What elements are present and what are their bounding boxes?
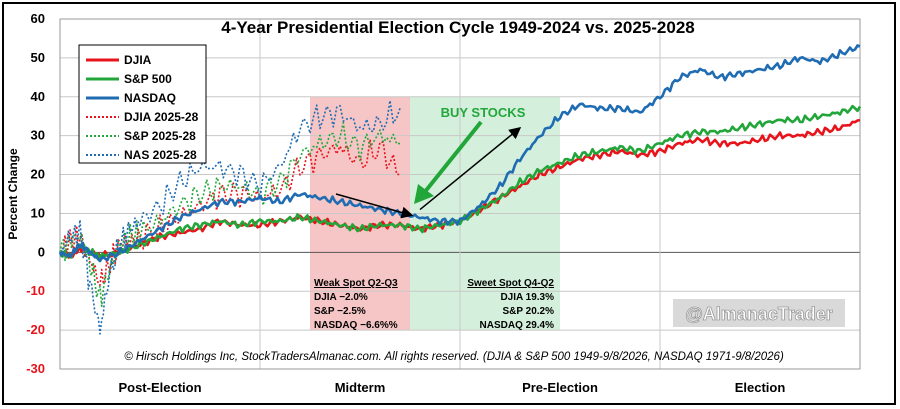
y-tick-label: 40 — [31, 89, 45, 104]
sweet-spot-q4-q2-stat: S&P 20.2% — [502, 306, 554, 317]
weak-spot-q2-q3-stat: NASDAQ −6.6%% — [314, 320, 398, 331]
legend-item-label: S&P 2025-28 — [124, 129, 196, 143]
svg-text:@AlmanacTrader: @AlmanacTrader — [685, 304, 833, 324]
y-tick-label: 0 — [38, 244, 45, 259]
chart-title: 4-Year Presidential Election Cycle 1949-… — [221, 18, 694, 37]
legend-item-label: NAS 2025-28 — [124, 148, 197, 162]
x-category-label: Election — [735, 380, 786, 395]
sweet-spot-q4-q2-stat: NASDAQ 29.4% — [480, 320, 555, 331]
legend-item-label: DJIA — [124, 53, 152, 67]
y-tick-label: 20 — [31, 167, 45, 182]
y-tick-label: 50 — [31, 50, 45, 65]
y-tick-label: 60 — [31, 11, 45, 26]
weak-spot-q2-q3-stat: S&P −2.5% — [314, 306, 366, 317]
sweet-spot-q4-q2-label: Sweet Spot Q4-Q2 — [467, 278, 554, 289]
legend: DJIA S&P 500 NASDAQ DJIA 2025-28 S&P 2025-28… — [78, 44, 207, 164]
x-category-label: Pre-Election — [522, 380, 598, 395]
legend-item-label: NASDAQ — [124, 91, 176, 105]
djia-2025-28-series-line — [59, 138, 401, 286]
weak-spot-q2-q3-stat: DJIA −2.0% — [314, 292, 368, 303]
weak-spot-q2-q3-label: Weak Spot Q2-Q3 — [314, 278, 398, 289]
nasdaq-series-line — [58, 44, 861, 263]
y-axis-label: Percent Change — [6, 148, 20, 240]
legend-item-label: S&P 500 — [124, 72, 172, 86]
y-tick-label: 30 — [31, 128, 45, 143]
legend-item-label: DJIA 2025-28 — [124, 110, 199, 124]
sweet-spot-rise-arrow — [419, 126, 522, 211]
buy-stocks-arrow — [414, 120, 483, 204]
midterm-decline-arrow — [335, 193, 414, 219]
y-tick-label: -30 — [26, 361, 45, 376]
sandp-500-series-line — [59, 104, 862, 260]
copyright-credit: © Hirsch Holdings Inc, StockTradersAlman… — [124, 351, 784, 363]
plot-border — [59, 18, 861, 370]
x-category-label: Post-Election — [118, 380, 201, 395]
x-category-label: Midterm — [335, 380, 386, 395]
buy-stocks-annotation: BUY STOCKS — [441, 105, 526, 120]
y-tick-label: 10 — [31, 205, 45, 220]
sweet-spot-q4-q2-stat: DJIA 19.3% — [500, 292, 554, 303]
legend-box — [78, 44, 207, 164]
y-tick-label: -20 — [26, 322, 45, 337]
y-tick-label: -10 — [26, 283, 45, 298]
watermark: @AlmanacTrader — [673, 299, 845, 327]
